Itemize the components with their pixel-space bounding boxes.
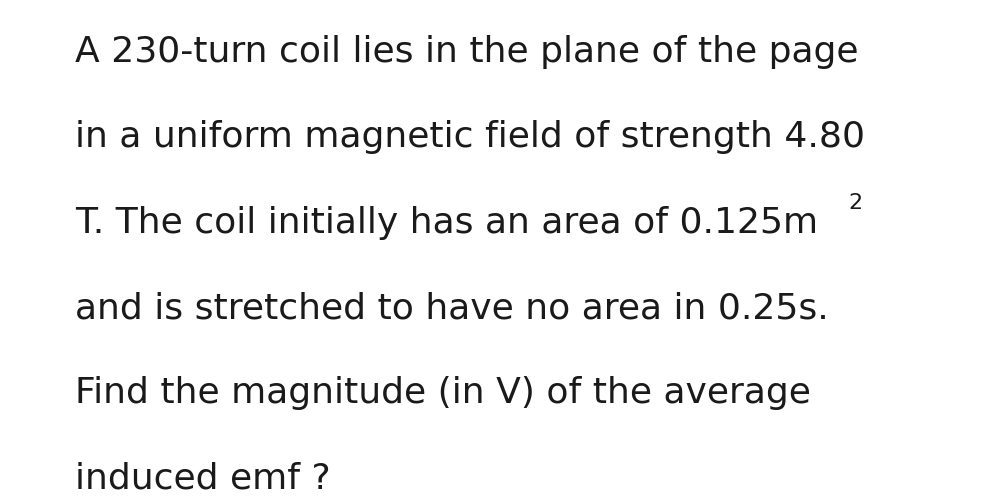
Text: 2: 2 [848,193,862,213]
Text: A 230-turn coil lies in the plane of the page: A 230-turn coil lies in the plane of the… [75,35,858,69]
Text: T. The coil initially has an area of 0.125m: T. The coil initially has an area of 0.1… [75,205,817,239]
Text: induced emf ?: induced emf ? [75,461,331,495]
Text: Find the magnitude (in V) of the average: Find the magnitude (in V) of the average [75,376,810,410]
Text: in a uniform magnetic field of strength 4.80: in a uniform magnetic field of strength … [75,120,865,154]
Text: and is stretched to have no area in 0.25s.: and is stretched to have no area in 0.25… [75,291,828,325]
